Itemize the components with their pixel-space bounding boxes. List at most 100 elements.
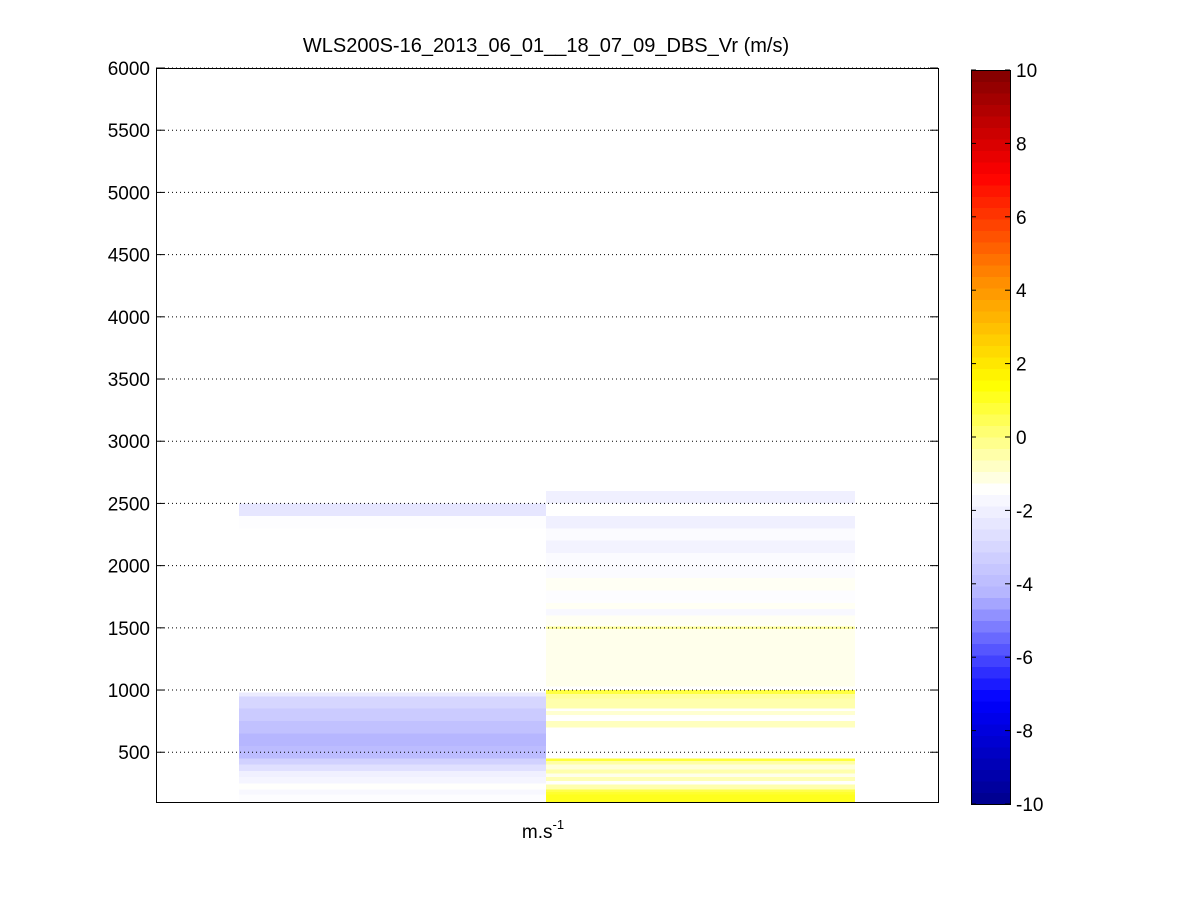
y-tick-label: 4500 [108,246,150,267]
y-axis: 500 1000 1500 2000 2500 3000 3500 4000 4500 5000 5… [108,59,938,764]
colorbar-band [971,540,1010,553]
colorbar-band [971,230,1010,243]
colorbar-tick-label: -6 [1016,648,1033,669]
colorbar-band [971,207,1010,220]
colorbar-band [971,471,1010,484]
colorbar-band [971,723,1010,736]
heatmap-cell [239,696,546,709]
heatmap-cell [546,528,855,541]
colorbar-band [971,161,1010,174]
heatmap-cell [546,615,855,627]
colorbar-band [971,563,1010,576]
colorbar-band [971,345,1010,358]
plot-frame [156,68,939,803]
colorbar-band [971,368,1010,381]
colorbar-band [971,792,1010,805]
colorbar-band [971,482,1010,495]
colorbar-band [971,264,1010,278]
heatmap-cell [239,733,546,747]
colorbar-band [971,287,1010,300]
colorbar-band [971,677,1010,690]
heatmap-cell [546,758,855,761]
colorbar-band [971,104,1010,117]
y-tick-label: 4000 [108,308,150,329]
heatmap-cell [546,690,855,694]
heatmap-cell [546,773,855,778]
colorbar-band [971,437,1010,450]
colorbar-band [971,505,1010,518]
heatmap-cell [546,629,855,687]
heatmap-cell [239,721,546,734]
heatmap-cell [239,708,546,722]
colorbar-band [971,115,1010,128]
heatmap-cell [239,789,546,795]
colorbar-tick-label: 2 [1016,355,1027,376]
colorbar-band [971,356,1010,369]
colorbar-tick-label: 10 [1016,61,1037,82]
heatmap-cells [239,490,855,802]
colorbar-band [971,379,1010,392]
colorbar-band [971,528,1010,541]
colorbar-band [971,425,1010,438]
colorbar-band [971,769,1010,782]
colorbar-band [971,402,1010,415]
heatmap-cell [239,503,546,516]
heatmap-cell [546,784,855,790]
colorbar-band [971,689,1010,702]
colorbar-band [971,712,1010,725]
heatmap-cell [546,708,855,712]
y-tick-label: 2500 [108,494,150,515]
colorbar-band [971,299,1010,312]
heatmap-cell [239,783,546,790]
heatmap-cell [546,515,855,529]
colorbar-band [971,242,1010,255]
colorbar-band [971,609,1010,622]
heatmap-cell [546,789,855,793]
heatmap-cell [546,693,855,699]
heatmap-cell [546,780,855,785]
colorbar-tick-label: 6 [1016,208,1027,229]
colorbar-band [971,414,1010,427]
heatmap-cell [546,590,855,603]
colorbar-tick-label: 0 [1016,428,1027,449]
colorbar-tick-label: -4 [1016,575,1033,596]
heatmap-cell [546,711,855,715]
colorbar-band [971,574,1010,587]
heatmap-cell [239,770,546,778]
colorbar-band [971,253,1010,266]
heatmap-cell [546,777,855,781]
y-tick-label: 1500 [108,619,150,640]
x-axis-label-base: m.s [522,822,553,843]
colorbar-band [971,92,1010,106]
heatmap-cell [546,714,855,718]
colorbar-tick-label: 8 [1016,134,1027,155]
x-axis-label: m.s-1 [522,817,564,843]
colorbar-tick-label: -2 [1016,501,1033,522]
colorbar-tick-label: -8 [1016,722,1033,743]
heatmap-cell [546,602,855,610]
colorbar-band [971,173,1010,186]
heatmap-cell [546,769,855,774]
colorbar-band [971,184,1010,197]
colorbar-band [971,150,1010,163]
y-tick-label: 2000 [108,557,150,578]
colorbar-band [971,276,1010,289]
heatmap-cell [239,777,546,784]
y-tick-label: 5000 [108,183,150,204]
y-tick-label: 3000 [108,432,150,453]
heatmap-cell [239,794,546,802]
colorbar-band [971,196,1010,209]
colorbar-band [971,597,1010,610]
colorbar-tick-label: -10 [1016,795,1043,816]
colorbar-band [971,219,1010,232]
colorbar [971,70,1011,805]
y-tick-label: 1000 [108,681,150,702]
colorbar-band [971,333,1010,346]
colorbar-band [971,448,1010,461]
heatmap-cell [239,758,546,765]
y-tick-label: 500 [118,743,150,764]
colorbar-band [971,654,1010,667]
colorbar-band [971,746,1010,759]
x-axis-label-exponent: -1 [553,817,565,832]
